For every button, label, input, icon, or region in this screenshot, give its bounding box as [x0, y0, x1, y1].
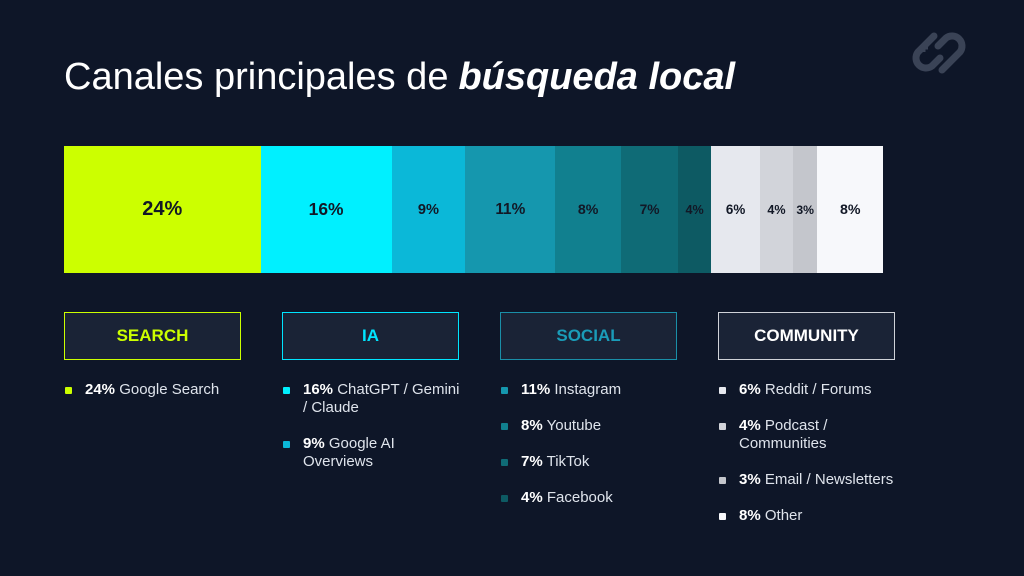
group-header: SEARCH — [64, 312, 241, 360]
legend-swatch — [719, 513, 726, 520]
title-text: Canales principales de — [64, 56, 449, 98]
segment-label: 24% — [142, 198, 183, 220]
segment-label: 8% — [577, 201, 599, 218]
segment-label: 4% — [767, 202, 786, 217]
segment-label: 9% — [417, 201, 439, 218]
segment-label: 7% — [639, 202, 660, 217]
legend-swatch — [501, 387, 508, 394]
legend-swatch — [719, 477, 726, 484]
legend-swatch — [501, 423, 508, 430]
legend-swatch — [719, 387, 726, 394]
legend-value: 8% — [521, 417, 543, 434]
legend-swatch — [501, 495, 508, 502]
title: Canales principales de búsqueda local — [64, 56, 735, 99]
legend-item: 24% Google Search — [64, 381, 244, 399]
legend-label: ChatGPT / Gemini / Claude — [303, 381, 460, 416]
legend-value: 16% — [303, 381, 334, 398]
logo — [912, 32, 966, 74]
bar-segment: 4% — [678, 146, 711, 273]
legend-list: 11% Instagram 8% Youtube 7% TikTok 4% Faceb… — [500, 381, 680, 507]
legend-value: 7% — [521, 453, 543, 470]
legend-value: 6% — [739, 381, 761, 398]
segment-label: 3% — [796, 202, 814, 217]
legend-label: Google AI Overviews — [303, 435, 395, 470]
segment-label: 16% — [308, 199, 344, 219]
legend-swatch — [501, 459, 508, 466]
legend-list: 6% Reddit / Forums 4% Podcast / Communiti… — [718, 381, 898, 525]
legend-value: 11% — [521, 381, 551, 398]
group-header: COMMUNITY — [718, 312, 895, 360]
legend-item: 4% Podcast / Communities — [718, 417, 898, 453]
bar-segment: 8% — [555, 146, 621, 273]
legend-item: 9% Google AI Overviews — [282, 435, 462, 471]
legend-label: Instagram — [554, 381, 622, 398]
bar-segment: 11% — [465, 146, 556, 273]
legend-value: 4% — [739, 417, 761, 434]
legend-item: 6% Reddit / Forums — [718, 381, 898, 399]
legend-value: 3% — [739, 471, 761, 488]
bar-segment: 4% — [760, 146, 793, 273]
bar-segment: 3% — [792, 146, 818, 273]
group-header: IA — [282, 312, 459, 360]
legend-label: Youtube — [546, 417, 602, 434]
legend-item: 7% TikTok — [500, 453, 680, 471]
legend-item: 8% Youtube — [500, 417, 680, 435]
bar-segment: 24% — [64, 146, 261, 273]
segment-label: 6% — [725, 202, 746, 217]
bar-segment: 7% — [620, 146, 679, 273]
legend-label: Email / Newsletters — [764, 471, 894, 488]
legend-label: Google Search — [119, 381, 220, 398]
legend-item: 11% Instagram — [500, 381, 680, 399]
legend-value: 24% — [85, 381, 116, 398]
legend-swatch — [283, 441, 290, 448]
segment-label: 4% — [685, 202, 704, 217]
legend-label: TikTok — [546, 453, 590, 470]
legend-label: Reddit / Forums — [764, 381, 872, 398]
segment-label: 11% — [495, 200, 526, 218]
bar-segment: 6% — [711, 146, 761, 273]
legend-item: 4% Facebook — [500, 489, 680, 507]
legend-list: 16% ChatGPT / Gemini / Claude 9% Google A… — [282, 381, 462, 471]
segment-label: 8% — [839, 201, 861, 218]
legend-label: Facebook — [546, 489, 613, 506]
group-header: SOCIAL — [500, 312, 677, 360]
legend-item: 16% ChatGPT / Gemini / Claude — [282, 381, 462, 417]
bar-segment: 9% — [391, 146, 466, 273]
legend-label: Other — [764, 507, 803, 524]
stacked-bar: 24% 16% 9% 11% 8% 7% 4% 6% 4% 3% 8% — [64, 146, 883, 273]
legend-value: 8% — [739, 507, 761, 524]
legend-label: Podcast / Communities — [739, 417, 828, 452]
legend-swatch — [719, 423, 726, 430]
legend-value: 9% — [303, 435, 325, 452]
title-emphasis: búsqueda local — [458, 56, 736, 98]
legend-swatch — [65, 387, 72, 394]
legend-value: 4% — [521, 489, 543, 506]
bar-segment: 8% — [817, 146, 883, 273]
legend-item: 8% Other — [718, 507, 898, 525]
legend-item: 3% Email / Newsletters — [718, 471, 898, 489]
legend-list: 24% Google Search — [64, 381, 244, 399]
bar-segment: 16% — [260, 146, 392, 273]
legend-swatch — [283, 387, 290, 394]
